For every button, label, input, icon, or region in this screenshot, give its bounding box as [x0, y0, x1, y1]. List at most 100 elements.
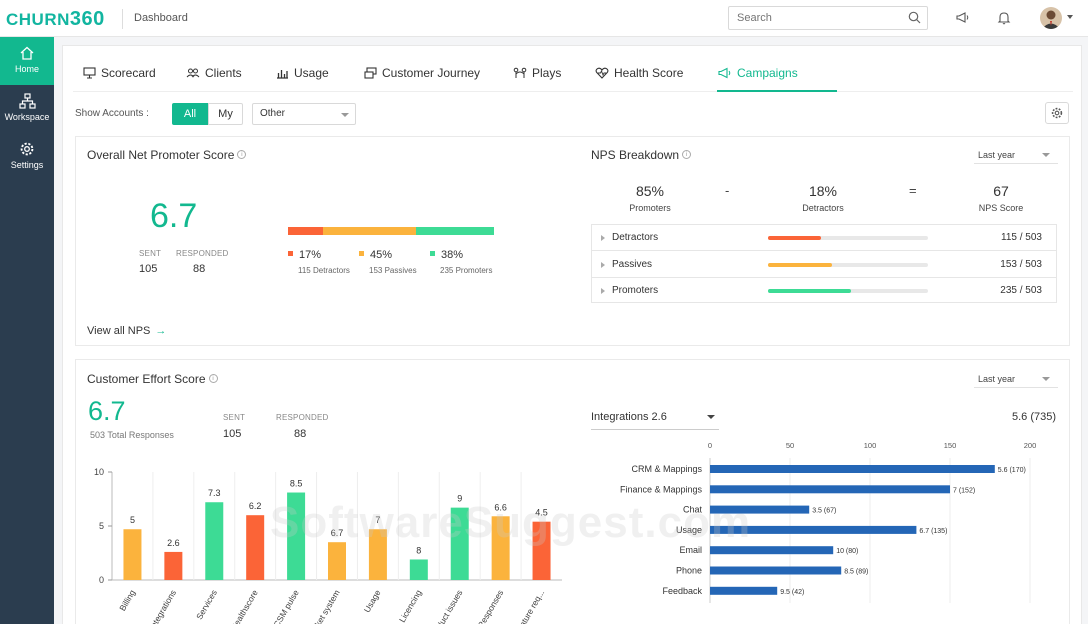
- home-icon: [20, 46, 34, 60]
- data-label: 9.5 (42): [780, 589, 804, 596]
- bar: [710, 525, 917, 534]
- tab-customer-journey[interactable]: Customer Journey: [364, 66, 480, 80]
- x-tick-label: 50: [786, 441, 794, 450]
- bar: [205, 502, 224, 580]
- promoters-label: Promoters: [629, 203, 671, 213]
- y-category-label: Phone: [676, 566, 702, 576]
- sidebar-item-workspace[interactable]: Workspace: [0, 85, 54, 133]
- bar: [710, 505, 810, 514]
- promoters-pct: 38%: [430, 249, 463, 261]
- bar: [532, 521, 551, 580]
- ces-card: Customer Effort Score i 6.7 503 Total Res…: [75, 359, 1070, 624]
- data-label: 7: [375, 515, 380, 525]
- x-tick-label: 100: [864, 441, 877, 450]
- users-icon: [186, 68, 200, 78]
- progress-fill: [768, 263, 832, 267]
- select-underline: [974, 163, 1058, 164]
- data-label: 6.7 (135): [919, 528, 947, 535]
- info-icon[interactable]: i: [237, 150, 247, 159]
- search-input[interactable]: [729, 7, 899, 29]
- x-tick-label: Product issues: [428, 588, 465, 624]
- monitor-icon: [83, 67, 96, 79]
- bell-icon[interactable]: [997, 10, 1011, 30]
- data-label: 5.6 (170): [998, 467, 1026, 474]
- data-label: 10 (80): [836, 548, 858, 555]
- x-tick-label: 200: [1024, 441, 1037, 450]
- ces-period-select[interactable]: Last year: [978, 374, 1016, 384]
- tab-plays[interactable]: Plays: [513, 66, 561, 80]
- filter-all-button[interactable]: All: [172, 103, 208, 125]
- arrow-right-icon: →: [155, 325, 167, 337]
- y-category-label: Chat: [683, 505, 703, 515]
- breakdown-row-passives[interactable]: Passives 153 / 503: [592, 252, 1056, 278]
- sent-value: 105: [139, 263, 158, 275]
- promoters-percentage: 85%: [635, 183, 665, 199]
- data-label: 6.6: [494, 502, 507, 512]
- tab-campaigns[interactable]: Campaigns: [718, 66, 798, 80]
- sidebar: Home Workspace Settings: [0, 37, 54, 624]
- info-icon[interactable]: i: [208, 374, 218, 383]
- bar: [710, 485, 950, 494]
- tab-clients[interactable]: Clients: [186, 66, 242, 80]
- logo-text: CHURN: [6, 10, 70, 29]
- account-type-select[interactable]: Other: [252, 103, 356, 125]
- x-tick-label: Usage: [362, 588, 383, 615]
- workspace-icon: [18, 93, 36, 109]
- sidebar-item-label: Home: [14, 64, 39, 74]
- expand-icon[interactable]: [601, 288, 605, 294]
- responded-value: 88: [294, 428, 307, 440]
- promoters-segment: [416, 227, 494, 235]
- passives-count: 153 Passives: [369, 266, 417, 275]
- megaphone-icon[interactable]: [955, 10, 970, 30]
- expand-icon[interactable]: [601, 262, 605, 268]
- detractors-segment: [288, 227, 323, 235]
- ces-score: 6.7: [88, 396, 126, 426]
- sidebar-item-label: Workspace: [4, 112, 50, 122]
- total-responses: 503 Total Responses: [90, 430, 174, 440]
- filter-my-button[interactable]: My: [208, 103, 243, 125]
- progress-fill: [768, 289, 851, 293]
- chevron-down-icon[interactable]: [1042, 377, 1050, 381]
- bar: [710, 566, 842, 575]
- breakdown-row-detractors[interactable]: Detractors 115 / 503: [592, 225, 1056, 251]
- breadcrumb: Dashboard: [134, 12, 188, 24]
- nps-period-select[interactable]: Last year: [978, 150, 1016, 160]
- detractors-percentage: 18%: [808, 183, 838, 199]
- sidebar-item-settings[interactable]: Settings: [0, 133, 54, 181]
- responded-value: 88: [193, 263, 206, 275]
- chevron-down-icon[interactable]: [1042, 153, 1050, 157]
- bar: [710, 586, 778, 595]
- megaphone-icon: [718, 67, 731, 79]
- sidebar-item-home[interactable]: Home: [0, 37, 54, 85]
- bar: [368, 529, 387, 580]
- x-tick-label: Healthscore: [229, 588, 260, 624]
- data-label: 5: [130, 515, 135, 525]
- tab-usage[interactable]: Usage: [276, 66, 329, 80]
- x-tick-label: Billing: [117, 588, 137, 613]
- x-tick-label: 0: [708, 441, 712, 450]
- info-icon[interactable]: i: [682, 150, 692, 159]
- tab-health-score[interactable]: Health Score: [595, 66, 683, 80]
- logo-number: 360: [69, 8, 105, 30]
- progress-track: [768, 289, 928, 293]
- expand-icon[interactable]: [601, 235, 605, 241]
- search-icon[interactable]: [908, 11, 921, 29]
- breakdown-row-promoters[interactable]: Promoters 235 / 503: [592, 278, 1056, 304]
- avatar[interactable]: [1040, 7, 1062, 29]
- tab-scorecard[interactable]: Scorecard: [83, 66, 156, 80]
- bar: [450, 507, 469, 580]
- journey-icon: [364, 67, 377, 79]
- integration-select[interactable]: Integrations 2.6: [591, 408, 719, 430]
- app-logo[interactable]: CHURN360: [6, 8, 105, 31]
- search-box[interactable]: [728, 6, 928, 30]
- promoters-dot: [430, 251, 435, 256]
- bar: [710, 546, 834, 555]
- top-bar: CHURN360 Dashboard: [0, 0, 1088, 37]
- x-tick-label: Ticket system: [307, 588, 341, 624]
- chevron-down-icon[interactable]: [1067, 15, 1073, 19]
- settings-button[interactable]: [1045, 102, 1069, 124]
- responded-label: RESPONDED: [276, 413, 329, 422]
- main-panel: Scorecard Clients Usage Customer Journey…: [62, 45, 1082, 624]
- progress-track: [768, 263, 928, 267]
- view-all-nps-link[interactable]: View all NPS →: [87, 325, 167, 337]
